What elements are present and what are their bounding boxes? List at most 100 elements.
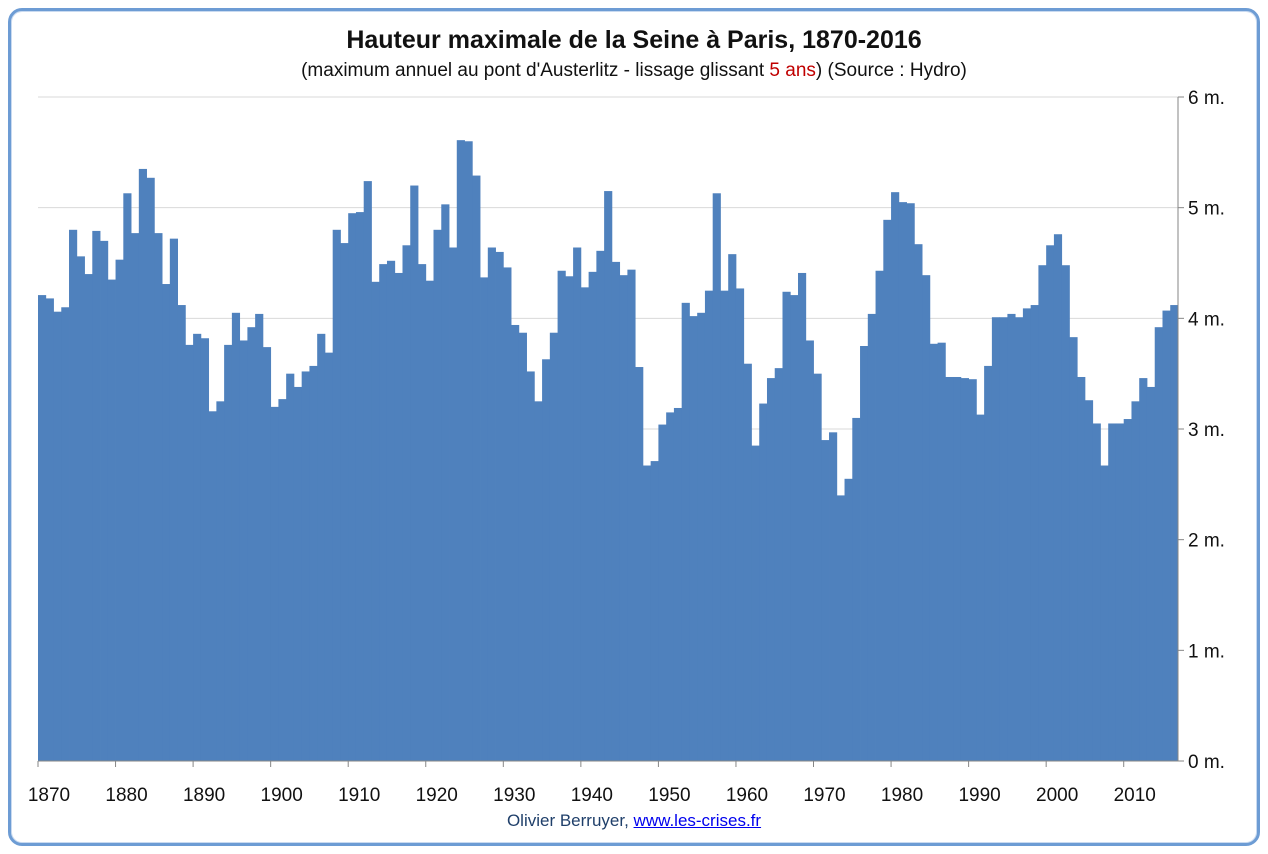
- bar: [324, 352, 334, 761]
- bar: [456, 140, 465, 761]
- bar: [991, 317, 1001, 761]
- bar: [611, 261, 621, 761]
- bar: [728, 254, 737, 761]
- x-tick-label: 1930: [493, 785, 535, 806]
- bar: [658, 424, 667, 761]
- bar: [929, 343, 938, 761]
- bar: [146, 177, 155, 762]
- bar: [790, 295, 799, 761]
- bar: [549, 332, 558, 761]
- bar: [123, 193, 132, 761]
- bar: [735, 288, 745, 761]
- bar: [650, 461, 659, 761]
- x-tick-label: 1880: [105, 785, 147, 806]
- bar: [588, 271, 597, 761]
- bar: [138, 168, 147, 761]
- bar: [829, 432, 838, 761]
- bar: [270, 406, 279, 761]
- bar: [743, 363, 752, 761]
- chart-title: Hauteur maximale de la Seine à Paris, 18…: [346, 26, 922, 54]
- subtitle-text-before: (maximum annuel au pont d'Austerlitz - l…: [301, 60, 770, 81]
- bar: [976, 414, 985, 761]
- bar: [216, 401, 225, 761]
- bar: [542, 359, 551, 761]
- bar: [200, 338, 210, 761]
- bar: [162, 284, 171, 761]
- bar: [348, 213, 357, 761]
- x-tick-label: 1940: [571, 785, 613, 806]
- axes: [37, 96, 1184, 767]
- x-tick-label: 1910: [338, 785, 380, 806]
- bar: [1061, 265, 1070, 761]
- x-tick-label: 1920: [416, 785, 458, 806]
- bar: [1022, 308, 1032, 761]
- bar: [557, 270, 566, 761]
- bar: [363, 181, 372, 762]
- bar: [673, 407, 683, 761]
- y-tick-label: 2 m.: [1188, 531, 1225, 552]
- bar: [131, 233, 140, 761]
- x-tick-label: 1980: [881, 785, 923, 806]
- bar: [115, 259, 124, 761]
- bar: [875, 270, 884, 761]
- subtitle-text-after: ) (Source : Hydro): [815, 60, 967, 81]
- bar: [278, 399, 287, 761]
- bar: [464, 141, 473, 761]
- bar: [534, 401, 543, 761]
- bar: [898, 202, 907, 761]
- bar: [666, 412, 675, 761]
- bar: [386, 260, 396, 761]
- bar: [821, 440, 830, 761]
- bar: [154, 233, 163, 761]
- bar: [480, 277, 489, 761]
- bar: [526, 371, 535, 761]
- bar: [604, 191, 613, 761]
- bar: [518, 332, 527, 761]
- bar: [681, 302, 690, 761]
- bar: [100, 240, 109, 761]
- bar: [1162, 310, 1171, 761]
- x-tick-label: 2010: [1114, 785, 1156, 806]
- bar: [410, 185, 419, 761]
- bar: [45, 298, 54, 761]
- bar: [798, 272, 807, 761]
- bar-series: [38, 140, 1179, 762]
- bar: [418, 264, 427, 761]
- bar: [782, 291, 791, 761]
- bar: [69, 229, 78, 762]
- bar: [239, 340, 248, 761]
- bar: [891, 192, 900, 762]
- bar: [689, 316, 698, 761]
- bar: [635, 367, 644, 761]
- x-tick-label: 2000: [1036, 785, 1078, 806]
- bar: [371, 281, 380, 761]
- y-tick-label: 5 m.: [1188, 199, 1225, 220]
- bar: [208, 411, 217, 761]
- bar: [441, 204, 450, 762]
- bar: [53, 311, 62, 761]
- bar: [627, 269, 636, 761]
- bar: [433, 229, 442, 762]
- footer-credit: Olivier Berruyer, www.les-crises.fr: [0, 811, 1268, 831]
- bar: [1030, 305, 1039, 761]
- bar: [1115, 423, 1125, 761]
- bar: [1038, 265, 1047, 761]
- bar: [953, 376, 962, 761]
- bar: [394, 272, 403, 761]
- bar: [852, 417, 861, 761]
- bar: [1046, 245, 1055, 762]
- bar: [402, 245, 411, 762]
- bar: [84, 274, 93, 761]
- x-tick-label: 1950: [648, 785, 690, 806]
- bar: [922, 275, 931, 761]
- bar: [596, 250, 605, 761]
- bar: [107, 279, 116, 761]
- bar: [1154, 327, 1163, 761]
- footer-link[interactable]: www.les-crises.fr: [633, 811, 762, 830]
- footer-author: Olivier Berruyer,: [506, 811, 629, 830]
- bar: [1077, 376, 1086, 761]
- bar: [914, 244, 923, 761]
- bar: [472, 175, 481, 761]
- bar: [573, 247, 582, 761]
- bar: [231, 312, 241, 761]
